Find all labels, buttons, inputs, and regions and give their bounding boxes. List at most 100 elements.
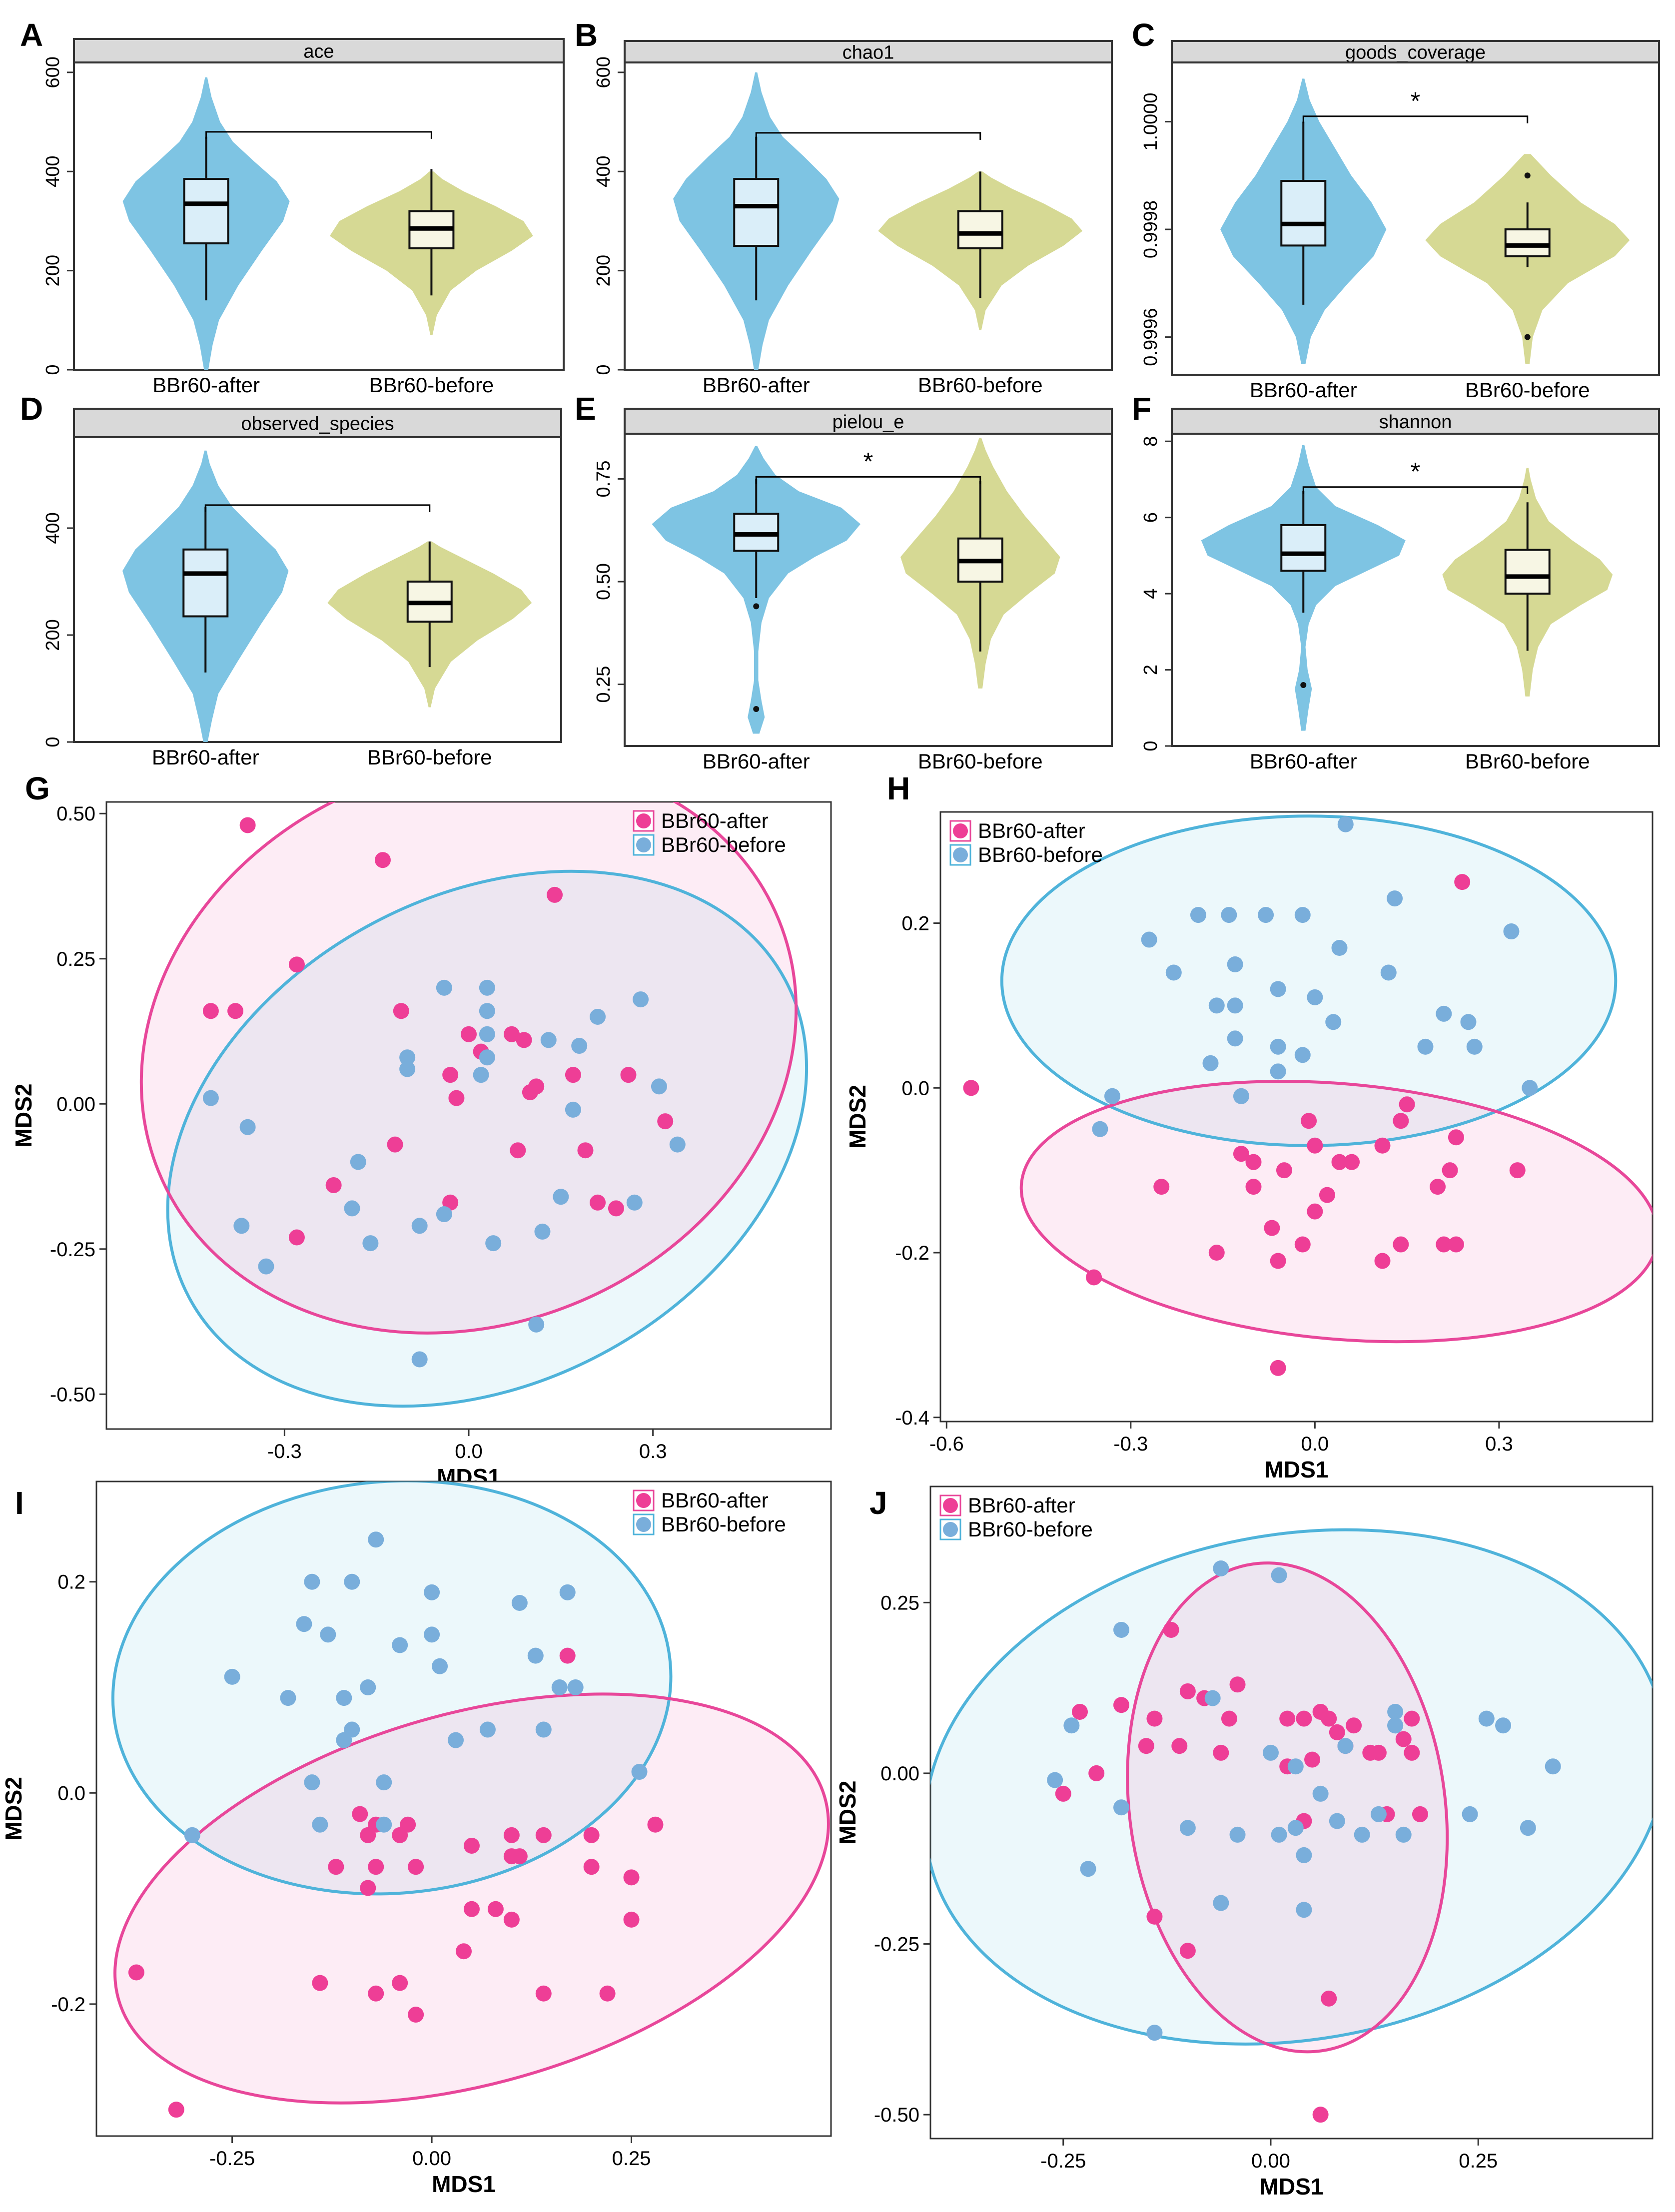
x-tick-label: BBr60-after — [152, 745, 259, 769]
point-after — [535, 1985, 552, 2002]
point-before — [1545, 1758, 1561, 1775]
y-tick-label: -0.25 — [874, 1934, 919, 1956]
point-after — [442, 1067, 459, 1083]
point-before — [1233, 1088, 1249, 1104]
x-tick-label: -0.6 — [929, 1433, 964, 1455]
point-before — [551, 1679, 568, 1696]
plot-area — [930, 1528, 1653, 2123]
y-tick-label: -0.25 — [50, 1239, 95, 1261]
y-tick-label: 6 — [1140, 512, 1161, 523]
point-after — [393, 1003, 409, 1019]
point-after — [408, 1859, 424, 1875]
legend-dot — [636, 1493, 651, 1508]
point-before — [1436, 1005, 1452, 1022]
point-after — [504, 1026, 520, 1042]
point-after — [1393, 1113, 1409, 1129]
x-axis-title: MDS1 — [1260, 2174, 1324, 2200]
x-tick-label: BBr60-after — [1250, 378, 1357, 402]
point-after — [1331, 1154, 1348, 1170]
legend-dot — [636, 1517, 651, 1532]
box — [1504, 549, 1551, 595]
y-tick-label: 600 — [42, 56, 63, 88]
point-before — [535, 1721, 552, 1738]
point-after — [1179, 1943, 1196, 1959]
point-after — [1221, 1710, 1237, 1727]
panel-letter-j: J — [869, 1485, 887, 1521]
y-tick-label: 0.0 — [901, 1077, 929, 1099]
confidence-ellipse-fill — [167, 871, 807, 1407]
point-before — [1063, 1717, 1080, 1734]
point-before — [1113, 1799, 1130, 1816]
point-after — [387, 1136, 403, 1153]
point-after — [1344, 1154, 1360, 1170]
point-before — [565, 1101, 581, 1118]
y-axis-title: MDS2 — [10, 1084, 36, 1148]
point-after — [647, 1816, 664, 1833]
y-axis-title: MDS2 — [0, 1777, 26, 1841]
point-after — [360, 1827, 376, 1843]
point-before — [1270, 1038, 1286, 1055]
point-before — [320, 1626, 336, 1643]
x-tick-label: 0.3 — [639, 1441, 667, 1463]
legend-label: BBr60-before — [978, 843, 1103, 866]
point-after — [1071, 1703, 1088, 1720]
point-before — [1380, 964, 1397, 981]
point-after — [1454, 874, 1471, 890]
point-after — [239, 817, 256, 833]
point-before — [1271, 1567, 1287, 1583]
point-after — [503, 1911, 520, 1928]
confidence-ellipse — [139, 802, 798, 1335]
point-after — [1179, 1683, 1196, 1699]
legend-label: BBr60-before — [661, 1512, 786, 1536]
point-before — [1113, 1621, 1130, 1638]
outlier-point — [753, 603, 760, 610]
facet-title: observed_species — [241, 414, 394, 435]
point-after — [565, 1067, 581, 1083]
outlier-point — [753, 706, 760, 712]
point-after — [1404, 1710, 1420, 1727]
point-before — [1296, 1902, 1312, 1918]
point-before — [511, 1594, 528, 1611]
point-before — [1462, 1806, 1478, 1822]
x-tick-label: BBr60-after — [1250, 749, 1357, 773]
point-after — [577, 1142, 594, 1159]
y-tick-label: 0 — [593, 364, 614, 375]
point-before — [1294, 1047, 1311, 1063]
point-after — [1374, 1253, 1391, 1269]
point-after — [1346, 1717, 1362, 1734]
legend-label: BBr60-after — [968, 1493, 1075, 1517]
point-after — [1270, 1360, 1286, 1376]
point-before — [1520, 1820, 1536, 1836]
point-after — [528, 1078, 545, 1095]
scatter-panel-g: -0.3 0.0 0.3-0.50-0.250.000.250.50MDS1MDS2… — [10, 801, 832, 1490]
point-after — [1304, 1751, 1321, 1768]
point-after — [608, 1200, 624, 1217]
point-before — [280, 1690, 296, 1706]
point-before — [233, 1218, 250, 1234]
y-tick-label: 0.75 — [593, 460, 614, 497]
legend-label: BBr60-before — [968, 1517, 1093, 1541]
point-after — [392, 1827, 408, 1843]
point-before — [1337, 816, 1354, 832]
box — [733, 178, 780, 247]
point-after — [312, 1975, 328, 1991]
facet-strip — [624, 40, 1113, 63]
comparison-bracket — [204, 504, 431, 512]
point-before — [448, 1732, 464, 1748]
x-tick-label: 0.3 — [1485, 1433, 1513, 1455]
point-before — [479, 1721, 496, 1738]
point-after — [510, 1142, 526, 1159]
panel-letter-e: E — [575, 391, 596, 427]
y-tick-label: -0.50 — [50, 1384, 95, 1406]
point-before — [350, 1154, 366, 1170]
x-tick-label: BBr60-after — [703, 373, 810, 397]
point-after — [288, 1229, 305, 1246]
scatter-panel-i: -0.25 0.00 0.25 -0.2 0.0 0.2 MDS1 MDS2 BBr60-aft… — [0, 1480, 832, 2197]
y-tick-label: -0.50 — [874, 2104, 919, 2126]
point-after — [1138, 1738, 1154, 1754]
point-before — [1104, 1088, 1120, 1104]
point-before — [411, 1351, 428, 1368]
point-after — [1430, 1179, 1446, 1195]
point-before — [1227, 997, 1243, 1014]
